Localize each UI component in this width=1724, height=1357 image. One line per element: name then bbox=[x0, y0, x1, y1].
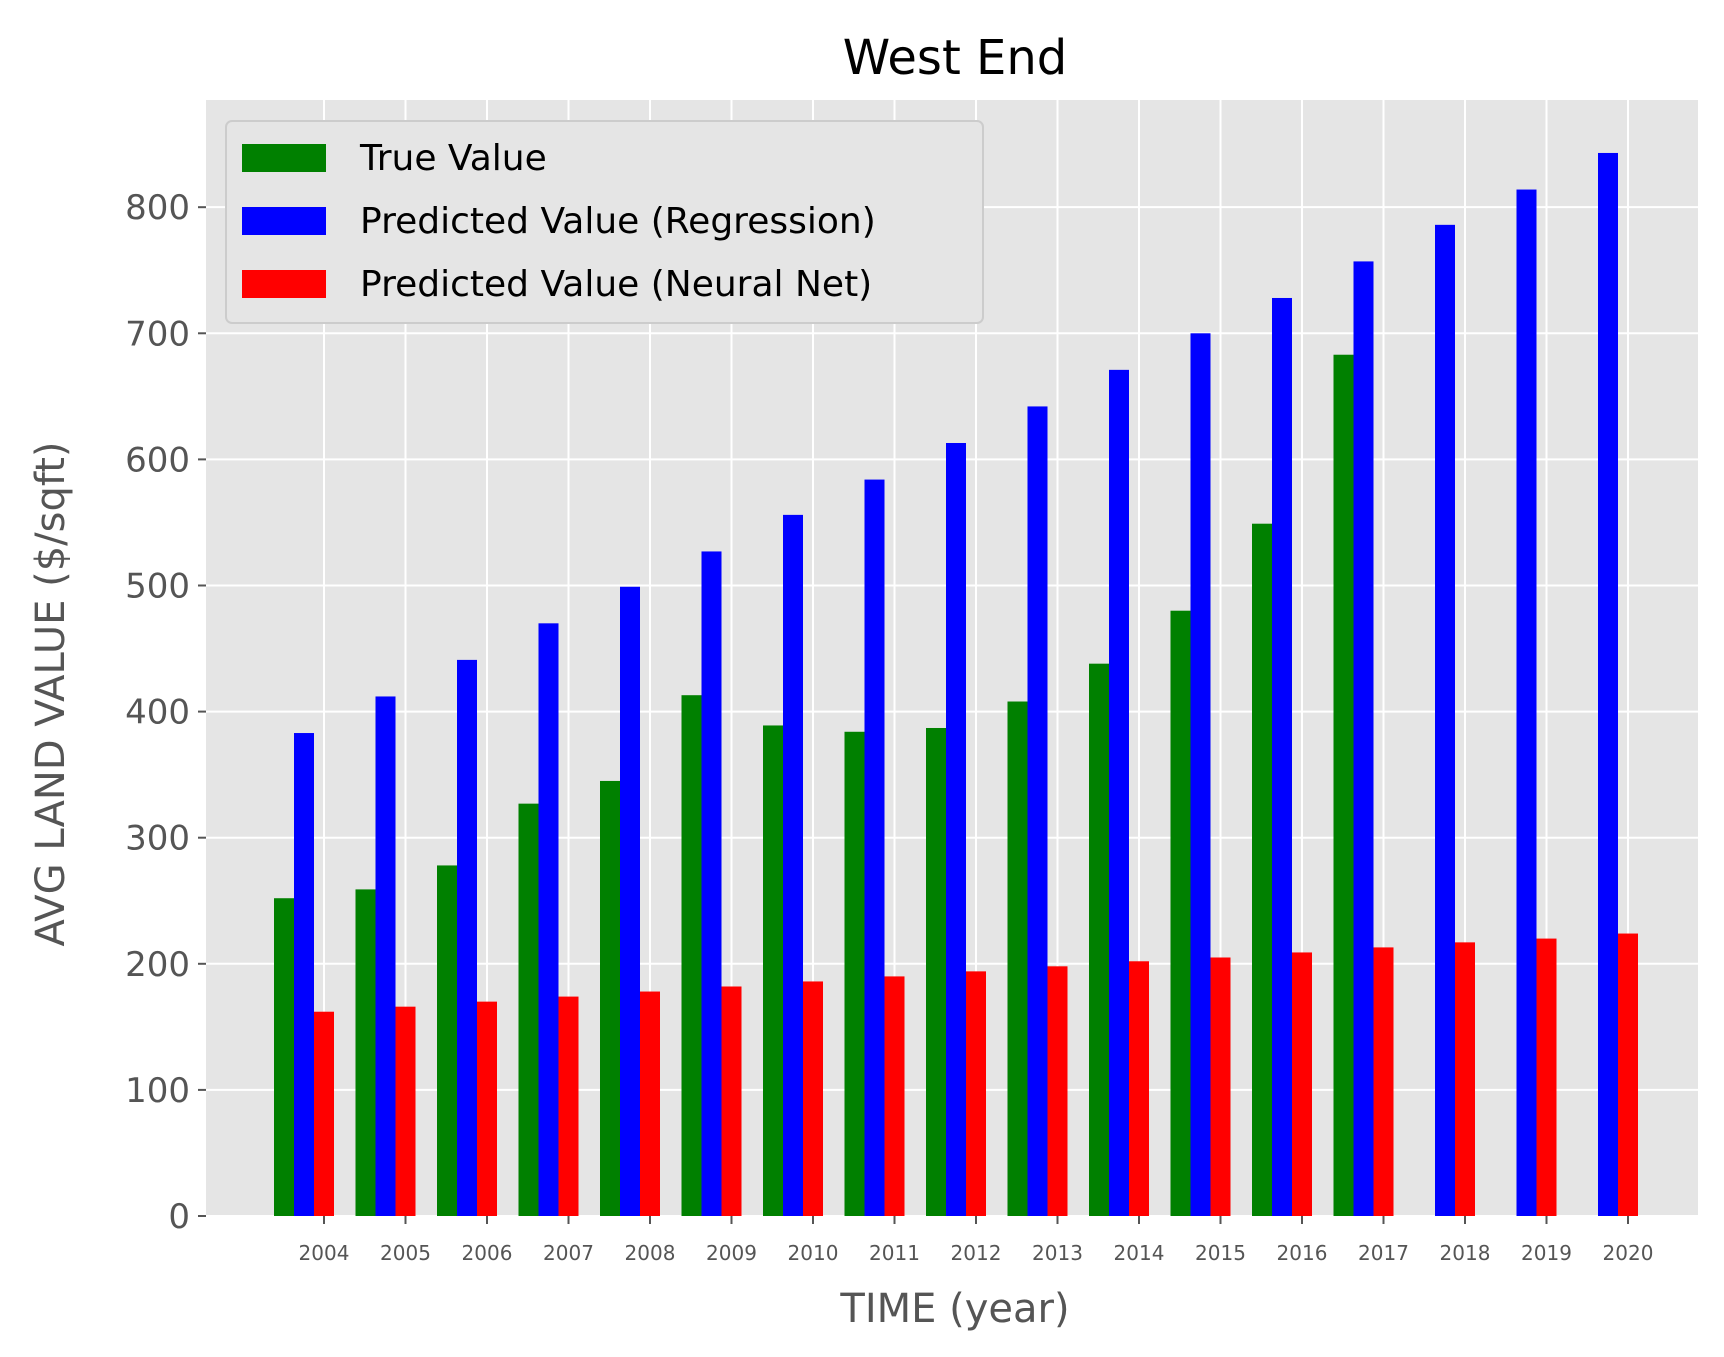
y-tick-label: 500 bbox=[125, 566, 190, 606]
bar-2-2007 bbox=[558, 996, 579, 1216]
bar-0-2015 bbox=[1170, 610, 1191, 1216]
y-tick-label: 0 bbox=[168, 1197, 190, 1237]
bar-1-2020 bbox=[1598, 152, 1618, 1217]
x-tick-label: 2004 bbox=[299, 1241, 350, 1265]
bar-1-2015 bbox=[1190, 333, 1211, 1216]
x-tick-label: 2010 bbox=[788, 1241, 839, 1265]
legend: True Value Predicted Value (Regression) Pr… bbox=[225, 120, 984, 324]
bar-2-2014 bbox=[1129, 961, 1149, 1216]
bar-2-2004 bbox=[314, 1011, 334, 1216]
bar-1-2016 bbox=[1272, 297, 1292, 1216]
bar-0-2011 bbox=[844, 731, 865, 1216]
x-tick-label: 2011 bbox=[869, 1241, 920, 1265]
x-tick-label: 2020 bbox=[1603, 1241, 1654, 1265]
legend-label: Predicted Value (Neural Net) bbox=[360, 264, 872, 305]
y-tick-label: 400 bbox=[125, 693, 190, 733]
bar-1-2017 bbox=[1353, 261, 1374, 1216]
bars bbox=[274, 152, 1638, 1217]
bar-1-2019 bbox=[1516, 189, 1537, 1216]
bar-0-2007 bbox=[518, 803, 539, 1216]
bar-1-2012 bbox=[946, 442, 966, 1217]
bar-2-2017 bbox=[1373, 947, 1394, 1216]
bar-2-2012 bbox=[966, 971, 986, 1216]
bar-2-2006 bbox=[477, 1001, 497, 1216]
x-tick-label: 2016 bbox=[1277, 1241, 1328, 1265]
bar-1-2014 bbox=[1109, 369, 1129, 1216]
x-tick-label: 2005 bbox=[380, 1241, 431, 1265]
y-axis-label: AVG LAND VALUE ($/sqft) bbox=[28, 441, 74, 946]
legend-label: Predicted Value (Regression) bbox=[360, 201, 876, 242]
bar-2-2016 bbox=[1292, 952, 1312, 1216]
bar-0-2009 bbox=[681, 695, 702, 1216]
bar-0-2005 bbox=[355, 889, 376, 1216]
bar-2-2008 bbox=[640, 991, 660, 1216]
bar-1-2004 bbox=[294, 733, 314, 1216]
x-axis-label: TIME (year) bbox=[839, 1286, 1069, 1332]
bar-1-2009 bbox=[701, 551, 722, 1216]
bar-0-2017 bbox=[1333, 354, 1354, 1216]
bar-2-2020 bbox=[1618, 933, 1638, 1216]
legend-box bbox=[225, 120, 984, 324]
bar-2-2019 bbox=[1536, 938, 1557, 1216]
bar-1-2010 bbox=[783, 514, 803, 1216]
x-tick-label: 2018 bbox=[1440, 1241, 1491, 1265]
chart-title: West End bbox=[843, 30, 1067, 86]
x-tick-label: 2008 bbox=[625, 1241, 676, 1265]
bar-0-2016 bbox=[1252, 523, 1272, 1216]
bar-1-2008 bbox=[620, 586, 640, 1216]
bar-0-2008 bbox=[600, 780, 620, 1216]
y-axis: 0 100 200 300 400 500 600 700 800 bbox=[125, 188, 206, 1237]
legend-label: True Value bbox=[359, 138, 547, 179]
legend-swatch bbox=[242, 270, 326, 298]
bar-2-2010 bbox=[803, 981, 823, 1216]
y-tick-label: 700 bbox=[125, 314, 190, 354]
bar-1-2011 bbox=[864, 479, 885, 1216]
bar-2-2018 bbox=[1455, 942, 1475, 1216]
x-tick-label: 2014 bbox=[1114, 1241, 1165, 1265]
legend-swatch bbox=[242, 144, 326, 172]
bar-1-2005 bbox=[375, 696, 396, 1216]
x-axis: 2004 2005 2006 2007 2008 2009 2010 2011 2012 2013… bbox=[299, 1216, 1654, 1265]
x-tick-label: 2017 bbox=[1358, 1241, 1409, 1265]
x-tick-label: 2012 bbox=[951, 1241, 1002, 1265]
bar-0-2004 bbox=[274, 898, 294, 1216]
bar-2-2009 bbox=[721, 986, 742, 1216]
y-tick-label: 800 bbox=[125, 188, 190, 228]
bar-2-2015 bbox=[1210, 957, 1231, 1216]
y-tick-label: 300 bbox=[125, 819, 190, 859]
bar-0-2006 bbox=[437, 865, 457, 1216]
bar-1-2006 bbox=[457, 659, 477, 1216]
x-tick-label: 2013 bbox=[1032, 1241, 1083, 1265]
y-tick-label: 100 bbox=[125, 1071, 190, 1111]
bar-0-2010 bbox=[763, 725, 783, 1216]
bar-1-2018 bbox=[1435, 224, 1455, 1216]
bar-2-2011 bbox=[884, 976, 905, 1216]
bar-2-2005 bbox=[395, 1006, 416, 1216]
x-tick-label: 2015 bbox=[1195, 1241, 1246, 1265]
y-tick-label: 600 bbox=[125, 440, 190, 480]
legend-swatch bbox=[242, 207, 326, 235]
x-tick-label: 2009 bbox=[706, 1241, 757, 1265]
y-tick-label: 200 bbox=[125, 945, 190, 985]
bar-1-2007 bbox=[538, 623, 559, 1216]
bar-0-2012 bbox=[926, 727, 946, 1216]
bar-0-2014 bbox=[1089, 663, 1109, 1216]
bar-0-2013 bbox=[1007, 701, 1028, 1216]
x-tick-label: 2006 bbox=[462, 1241, 513, 1265]
x-tick-label: 2019 bbox=[1521, 1241, 1572, 1265]
bar-1-2013 bbox=[1027, 406, 1048, 1216]
x-tick-label: 2007 bbox=[543, 1241, 594, 1265]
bar-2-2013 bbox=[1047, 966, 1068, 1216]
